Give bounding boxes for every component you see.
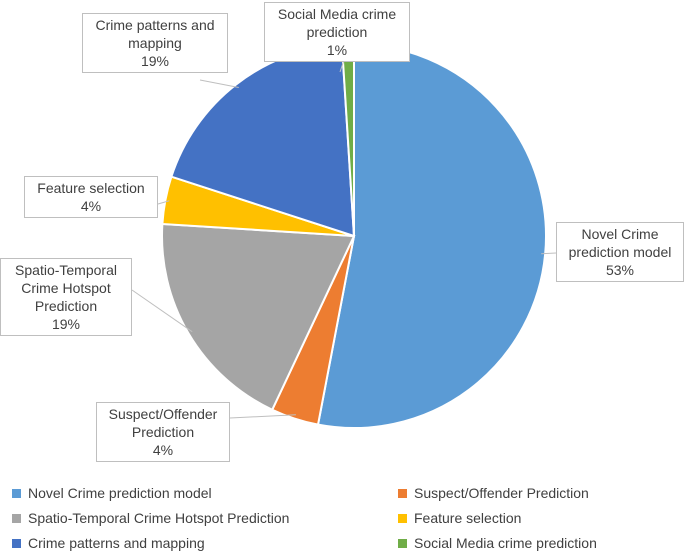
legend-swatch [398, 488, 407, 498]
leader-line-spatio-temporal-crime-hotspot-prediction [131, 289, 193, 333]
leader-line-feature-selection [157, 200, 170, 205]
pie-slice-spatio-temporal-crime-hotspot-prediction [161, 222, 356, 412]
data-label-name: Crime patterns and mapping [95, 17, 215, 51]
data-label-value: 1% [326, 42, 348, 58]
legend-item-social-media-crime-prediction: Social Media crime prediction [398, 535, 597, 551]
data-label-name: Spatio-Temporal Crime Hotspot Prediction [15, 262, 117, 314]
data-label-name: Suspect/Offender Prediction [108, 406, 218, 440]
leader-line-suspect-offender-prediction [229, 414, 296, 419]
legend-item-feature-selection: Feature selection [398, 510, 521, 526]
legend-label: Novel Crime prediction model [28, 485, 212, 501]
legend: Novel Crime prediction model Suspect/Offe… [0, 482, 685, 554]
legend-item-suspect-offender-prediction: Suspect/Offender Prediction [398, 485, 589, 501]
legend-label: Crime patterns and mapping [28, 535, 205, 551]
legend-label: Suspect/Offender Prediction [414, 485, 589, 501]
data-label-value: 4% [80, 198, 102, 214]
pie-slice-novel-crime-prediction-model [316, 42, 547, 429]
data-label-value: 53% [605, 262, 635, 278]
legend-swatch [398, 513, 407, 523]
data-label-novel-crime-prediction-model: Novel Crime prediction model 53% [556, 222, 684, 282]
data-label-crime-patterns-and-mapping: Crime patterns and mapping 19% [82, 13, 228, 73]
legend-swatch [12, 513, 21, 523]
data-label-feature-selection: Feature selection 4% [24, 176, 158, 218]
legend-swatch [398, 538, 407, 548]
data-label-name: Social Media crime prediction [277, 6, 397, 40]
legend-item-spatio-temporal-crime-hotspot-prediction: Spatio-Temporal Crime Hotspot Prediction [12, 510, 289, 526]
legend-label: Spatio-Temporal Crime Hotspot Prediction [28, 510, 290, 526]
data-label-social-media-crime-prediction: Social Media crime prediction 1% [264, 2, 410, 62]
data-label-suspect-offender-prediction: Suspect/Offender Prediction 4% [96, 402, 230, 462]
legend-swatch [12, 538, 21, 548]
legend-label: Social Media crime prediction [414, 535, 597, 551]
data-label-value: 19% [140, 53, 170, 69]
data-label-spatio-temporal-crime-hotspot-prediction: Spatio-Temporal Crime Hotspot Prediction… [0, 258, 132, 336]
leader-line-crime-patterns-and-mapping [199, 79, 239, 88]
legend-swatch [12, 488, 21, 498]
data-label-value: 19% [51, 316, 81, 332]
legend-label: Feature selection [414, 510, 522, 526]
data-label-name: Feature selection [37, 180, 145, 196]
legend-item-crime-patterns-and-mapping: Crime patterns and mapping [12, 535, 205, 551]
data-label-name: Novel Crime prediction model [568, 226, 672, 260]
leader-line-novel-crime-prediction-model [541, 252, 557, 255]
data-label-value: 4% [152, 442, 174, 458]
legend-item-novel-crime-prediction-model: Novel Crime prediction model [12, 485, 212, 501]
